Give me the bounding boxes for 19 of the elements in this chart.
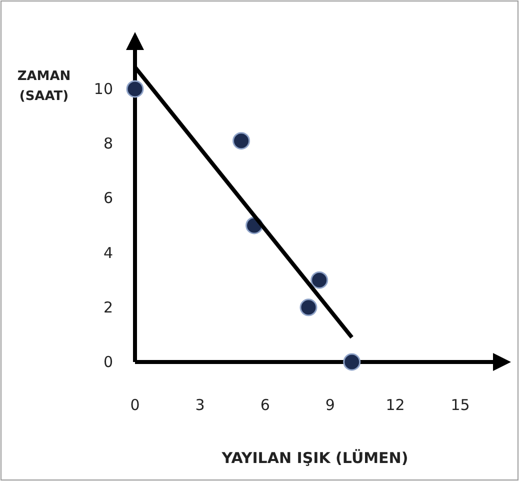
point bbox=[126, 80, 144, 98]
point bbox=[310, 271, 328, 289]
y-tick-label: 6 bbox=[103, 189, 113, 208]
x-tick-label: 9 bbox=[325, 396, 335, 414]
y-tick-label: 2 bbox=[103, 298, 113, 316]
y-tick-label: 10 bbox=[94, 80, 113, 98]
x-tick-label: 12 bbox=[386, 396, 405, 414]
x-tick-label: 15 bbox=[450, 396, 470, 414]
x-tick-label: 0 bbox=[130, 396, 140, 414]
x-tick-label: 6 bbox=[260, 396, 270, 414]
point bbox=[232, 132, 250, 150]
x-axis-title: YAYILAN IŞIK (LÜMEN) bbox=[220, 449, 408, 467]
x-tick-label: 3 bbox=[195, 396, 205, 414]
y-tick-label: 0 bbox=[103, 353, 113, 371]
y-axis-title: ZAMAN (SAAT) bbox=[17, 69, 71, 104]
y-tick-label: 4 bbox=[103, 244, 113, 262]
y-tick-label: 8 bbox=[103, 134, 113, 153]
point bbox=[300, 298, 318, 316]
point bbox=[343, 353, 361, 371]
